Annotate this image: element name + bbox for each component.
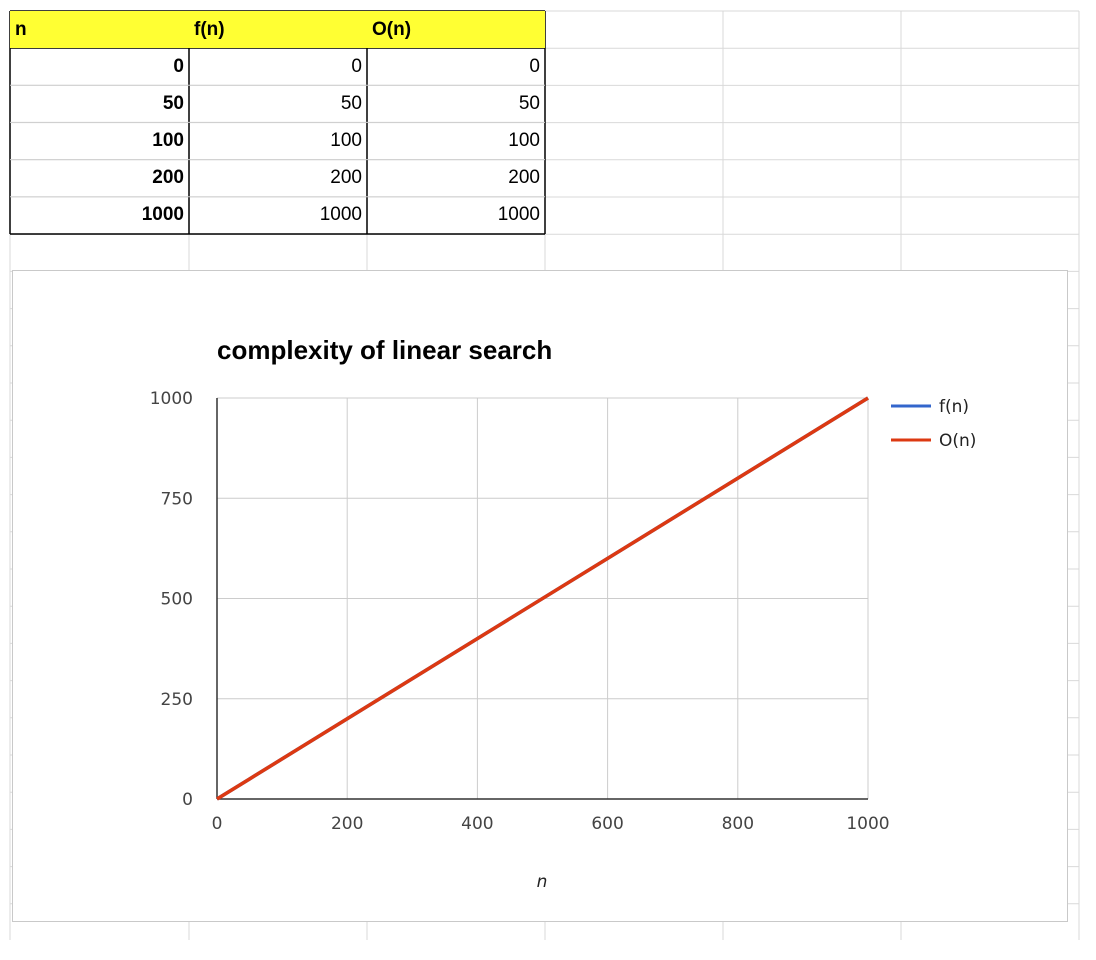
table-cell[interactable]: 100 <box>330 129 362 151</box>
chart-series <box>216 396 869 801</box>
table-cell[interactable]: 0 <box>351 55 362 77</box>
x-axis-title: n <box>537 872 548 892</box>
x-tick-label: 0 <box>212 814 223 834</box>
table-cell[interactable]: 100 <box>152 129 184 151</box>
table-header-cell[interactable]: f(n) <box>189 11 367 48</box>
table-cell[interactable]: 100 <box>508 129 540 151</box>
x-tick-label: 1000 <box>846 814 889 834</box>
chart-container[interactable]: 0 200 400 600 800 1000 0 250 500 750 1000 complexi… <box>12 270 1068 922</box>
table-cell[interactable]: 50 <box>340 92 362 114</box>
table-cell[interactable]: 0 <box>529 55 540 77</box>
y-tick-label: 1000 <box>150 389 193 409</box>
table-cell[interactable]: 50 <box>518 92 540 114</box>
chart-legend: f(n) O(n) <box>891 397 976 451</box>
table-cell[interactable]: 1000 <box>319 204 362 226</box>
table-cell[interactable]: 1000 <box>497 204 540 226</box>
y-tick-label: 250 <box>161 690 193 710</box>
table-header-cell[interactable]: n <box>10 11 189 48</box>
table-cell[interactable]: 50 <box>162 92 184 114</box>
x-tick-label: 800 <box>722 814 754 834</box>
x-tick-label: 200 <box>331 814 363 834</box>
table-cell[interactable]: 0 <box>173 55 184 77</box>
y-tick-label: 750 <box>161 489 193 509</box>
table-cell[interactable]: 1000 <box>141 204 184 226</box>
chart-title: complexity of linear search <box>217 335 552 365</box>
x-tick-label: 600 <box>591 814 623 834</box>
y-tick-label: 0 <box>182 790 193 810</box>
table-header-cell[interactable]: O(n) <box>367 11 545 48</box>
legend-label[interactable]: f(n) <box>939 397 969 417</box>
table-cell[interactable]: 200 <box>330 167 362 189</box>
chart-tick-labels: 0 200 400 600 800 1000 0 250 500 750 1000 <box>150 389 890 834</box>
table-cell[interactable]: 200 <box>508 167 540 189</box>
chart-axes <box>216 398 868 800</box>
legend-label[interactable]: O(n) <box>939 431 976 451</box>
series-line-o-n[interactable] <box>216 396 869 801</box>
x-tick-label: 400 <box>461 814 493 834</box>
table-cell[interactable]: 200 <box>152 167 184 189</box>
y-tick-label: 500 <box>161 590 193 610</box>
line-chart: 0 200 400 600 800 1000 0 250 500 750 1000 complexi… <box>150 335 977 892</box>
